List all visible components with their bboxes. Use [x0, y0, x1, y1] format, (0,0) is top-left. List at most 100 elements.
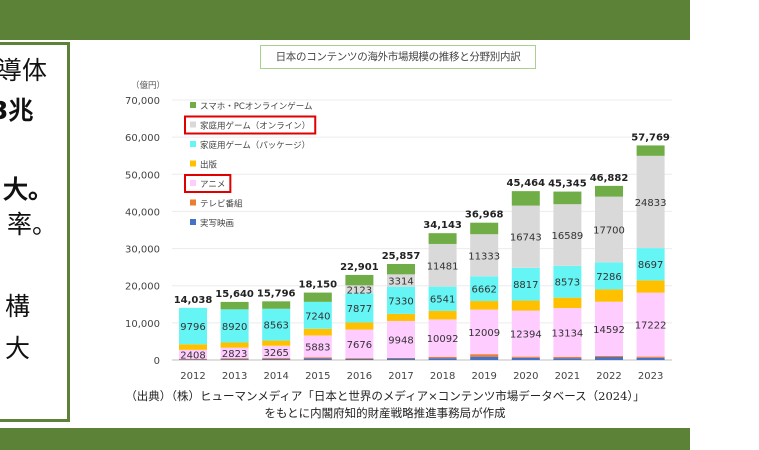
x-tick-label: 2012	[180, 371, 205, 382]
bar-segment	[470, 234, 499, 277]
bar-segment	[428, 310, 457, 320]
data-label: 7286	[596, 272, 621, 283]
data-label: 7330	[388, 296, 413, 307]
x-tick-label: 2016	[347, 371, 372, 382]
bar-segment	[262, 340, 291, 346]
bar-segment	[262, 358, 291, 360]
total-label: 15,640	[215, 289, 254, 300]
legend-swatch	[190, 180, 196, 186]
y-tick-label: 10,000	[125, 319, 160, 330]
x-tick-label: 2018	[430, 371, 455, 382]
bar-segment	[387, 357, 415, 359]
x-tick-label: 2015	[305, 371, 330, 382]
bar-segment	[220, 301, 249, 310]
bar-segment	[345, 274, 374, 286]
data-label: 12394	[510, 330, 542, 341]
bar-segment	[345, 285, 374, 294]
bar-segment	[345, 322, 374, 330]
y-tick-label: 40,000	[125, 207, 160, 218]
bar-segment	[470, 301, 499, 310]
bar-segment	[595, 185, 623, 197]
total-label: 57,769	[631, 132, 670, 143]
bar-segment	[511, 205, 540, 268]
total-label: 18,150	[299, 280, 338, 291]
bar-segment	[636, 356, 665, 358]
bar-segment	[595, 289, 623, 302]
bar-segment	[262, 301, 291, 309]
legend-label: スマホ・PCオンラインゲーム	[200, 101, 313, 112]
bar-segment	[303, 357, 332, 359]
legend-swatch	[190, 199, 196, 206]
data-label: 8563	[263, 321, 288, 332]
legend-highlight-box	[184, 115, 317, 135]
x-tick-label: 2021	[555, 371, 580, 382]
bar-segment	[511, 310, 540, 357]
bar-segment	[595, 262, 623, 290]
bar-segment	[595, 355, 623, 358]
y-tick-label: 0	[154, 356, 160, 367]
legend-label: 家庭用ゲーム（オンライン）	[200, 121, 310, 132]
bar-segment	[345, 329, 374, 359]
bar-segment	[511, 357, 540, 360]
data-label: 5883	[305, 342, 330, 353]
data-label: 24833	[635, 198, 667, 209]
bar-segment	[220, 347, 249, 359]
bar-segment	[636, 248, 665, 281]
bar-segment	[220, 309, 249, 343]
bar-segment	[303, 292, 332, 302]
total-label: 45,345	[548, 179, 587, 190]
bar-segment	[470, 309, 499, 355]
bar-segment	[470, 222, 499, 235]
bar-segment	[303, 335, 332, 358]
top-banner	[0, 0, 690, 40]
bar-segment	[553, 308, 582, 357]
text-fragment: 率。	[7, 210, 58, 239]
data-label: 2123	[347, 285, 372, 296]
bar-segment	[387, 286, 415, 314]
legend-label: アニメ	[200, 180, 225, 190]
bar-segment	[345, 358, 374, 360]
y-tick-label: 20,000	[125, 282, 160, 293]
bar-segment	[220, 342, 249, 348]
bar-segment	[511, 191, 540, 206]
bar-segment	[636, 155, 665, 249]
bar-segment	[511, 356, 540, 358]
bar-segment	[553, 204, 582, 266]
data-label: 3265	[263, 348, 288, 359]
bottom-banner	[0, 428, 690, 450]
bar-segment	[262, 345, 291, 358]
bar-segment	[428, 358, 457, 360]
data-label: 11481	[427, 261, 459, 272]
text-fragment: 大。	[3, 175, 54, 204]
bar-segment	[595, 357, 623, 360]
data-label: 7877	[347, 304, 372, 315]
data-label: 8573	[555, 278, 580, 289]
bar-segment	[428, 243, 457, 287]
total-label: 36,968	[465, 210, 504, 221]
bar-segment	[553, 358, 582, 360]
x-tick-label: 2014	[263, 371, 288, 382]
bar-segment	[428, 356, 457, 359]
x-tick-label: 2013	[222, 371, 247, 382]
bar-segment	[179, 349, 207, 359]
total-label: 22,901	[340, 262, 379, 273]
text-fragment: 構	[5, 292, 31, 321]
bar-segment	[303, 301, 332, 329]
bar-segment	[179, 344, 207, 350]
data-label: 8817	[513, 280, 538, 291]
data-label: 17700	[593, 226, 625, 237]
data-label: 6662	[471, 285, 496, 296]
y-tick-label: 30,000	[125, 245, 160, 256]
bar-segment	[428, 233, 457, 244]
bar-segment	[636, 292, 665, 357]
data-label: 11333	[468, 251, 500, 262]
total-label: 46,882	[590, 173, 629, 184]
data-label: 13134	[551, 328, 583, 339]
bar-segment	[262, 357, 291, 359]
data-label: 10092	[427, 334, 459, 345]
bar-segment	[428, 319, 457, 357]
total-label: 14,038	[174, 295, 213, 306]
data-label: 14592	[593, 325, 625, 336]
bar-segment	[179, 359, 207, 360]
